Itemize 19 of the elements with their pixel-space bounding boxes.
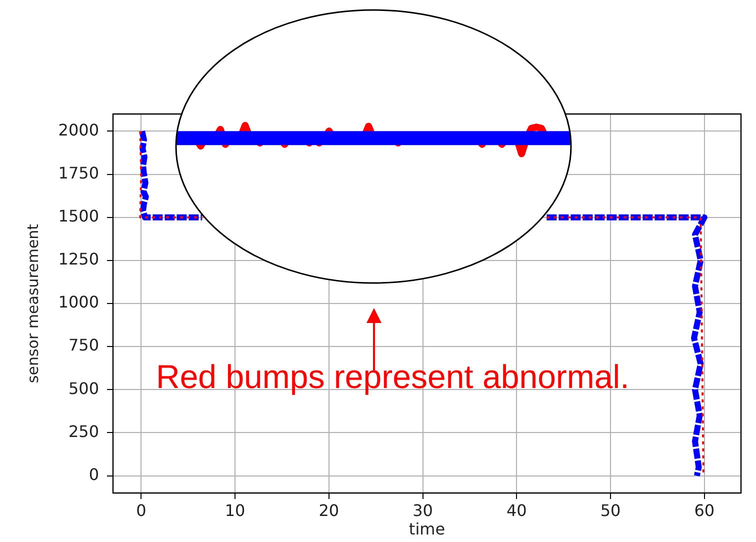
y-tick-label: 2000 <box>58 120 99 140</box>
x-tick-label: 50 <box>600 500 621 520</box>
y-tick-label: 1750 <box>58 163 99 182</box>
x-tick-label: 20 <box>318 500 340 520</box>
x-tick-label: 40 <box>506 500 527 520</box>
x-tick-label: 10 <box>224 500 246 520</box>
x-tick-label: 60 <box>694 500 715 520</box>
x-tick-label: 30 <box>412 500 433 520</box>
annotation: Red bumps represent abnormal. <box>156 358 630 395</box>
y-axis-title: sensor measurement <box>24 224 42 384</box>
y-tick-label: 0 <box>88 464 99 484</box>
y-tick-label: 750 <box>68 336 99 355</box>
y-tick-label: 1500 <box>58 206 99 226</box>
y-tick-label: 500 <box>68 378 99 398</box>
x-axis-title: time <box>408 520 446 539</box>
x-tick-label: 0 <box>136 500 146 520</box>
y-tick-label: 1250 <box>58 250 99 269</box>
y-tick-label: 1000 <box>58 292 99 312</box>
y-tick-label: 250 <box>68 422 99 441</box>
